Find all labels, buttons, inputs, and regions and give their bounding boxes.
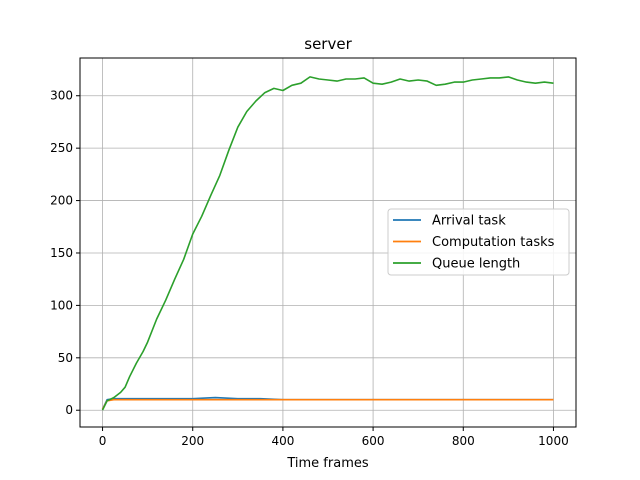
y-tick-label: 50 [58, 351, 73, 365]
x-axis-label: Time frames [286, 456, 368, 471]
legend-items: Arrival task Computation tasks Queue lengt… [393, 214, 555, 272]
series-layer [101, 76, 554, 411]
series-line-computation-tasks [101, 398, 554, 410]
legend-box [387, 208, 570, 276]
y-tick-label: 150 [50, 246, 73, 260]
y-tick-label: 300 [50, 89, 73, 103]
y-tick-label: 200 [50, 194, 73, 208]
x-tick-label: 400 [271, 434, 294, 448]
x-tick-label: 600 [362, 434, 385, 448]
legend-label-computation-tasks: Computation tasks [432, 235, 555, 250]
axes-frame [79, 57, 577, 428]
tick-layer: 0 200 400 600 800 1000 0 50 100 150 200 250 300 [50, 89, 569, 448]
legend-label-queue-length: Queue length [432, 257, 520, 272]
y-tick-label: 100 [50, 298, 73, 312]
x-tick-label: 0 [99, 434, 107, 448]
legend: Arrival task Computation tasks Queue lengt… [387, 208, 570, 276]
x-tick-label: 800 [452, 434, 475, 448]
y-tick-label: 0 [65, 403, 73, 417]
x-tick-label: 1000 [538, 434, 569, 448]
legend-label-arrival-task: Arrival task [432, 214, 506, 229]
x-tick-label: 200 [181, 434, 204, 448]
y-tick-label: 250 [50, 141, 73, 155]
chart-title: server [304, 35, 352, 53]
series-line-queue-length [101, 76, 554, 411]
